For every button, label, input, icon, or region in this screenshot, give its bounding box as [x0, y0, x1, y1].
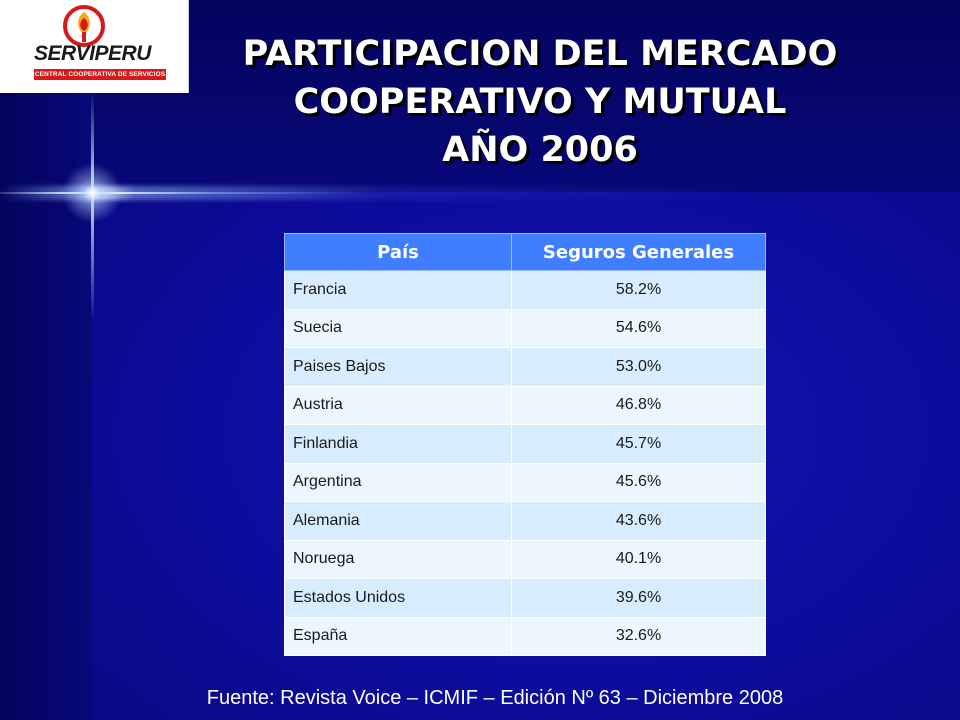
country-cell: Francia [284, 270, 512, 310]
column-header-country: País [284, 233, 512, 271]
share-cell: 54.6% [511, 308, 766, 348]
share-cell: 46.8% [511, 385, 766, 425]
table-row: Noruega 40.1% [284, 539, 766, 579]
source-citation: Fuente: Revista Voice – ICMIF – Edición … [206, 687, 784, 709]
market-share-table: País Seguros Generales Francia 58.2% Sue… [284, 233, 766, 656]
logo-emblem-icon [63, 5, 105, 47]
share-cell: 32.6% [511, 616, 766, 656]
country-cell: Finlandia [284, 424, 512, 464]
country-cell: Noruega [284, 539, 512, 579]
table-row: Argentina 45.6% [284, 462, 766, 502]
country-cell: Alemania [284, 501, 512, 541]
share-cell: 53.0% [511, 347, 766, 387]
table-row: Finlandia 45.7% [284, 424, 766, 464]
country-cell: Austria [284, 385, 512, 425]
country-cell: Estados Unidos [284, 578, 512, 618]
table-row: Alemania 43.6% [284, 501, 766, 541]
share-cell: 39.6% [511, 578, 766, 618]
share-cell: 58.2% [511, 270, 766, 310]
table-header-row: País Seguros Generales [284, 233, 766, 271]
light-flare-glow [62, 163, 122, 223]
title-line-3: AÑO 2006 [442, 130, 638, 170]
country-cell: Argentina [284, 462, 512, 502]
light-flare-line [0, 192, 360, 194]
table-row: Suecia 54.6% [284, 308, 766, 348]
table-row: Francia 58.2% [284, 270, 766, 310]
column-header-insurance: Seguros Generales [511, 233, 766, 271]
title-line-1: PARTICIPACION DEL MERCADO [242, 34, 838, 74]
share-cell: 45.7% [511, 424, 766, 464]
slide-title: PARTICIPACION DEL MERCADO COOPERATIVO Y … [190, 30, 890, 174]
logo-tagline: CENTRAL COOPERATIVA DE SERVICIOS [34, 69, 166, 80]
share-cell: 45.6% [511, 462, 766, 502]
left-band [0, 0, 92, 720]
country-cell: Suecia [284, 308, 512, 348]
share-cell: 40.1% [511, 539, 766, 579]
table-row: Austria 46.8% [284, 385, 766, 425]
country-cell: Paises Bajos [284, 347, 512, 387]
serviperu-logo: SERVIPERU CENTRAL COOPERATIVA DE SERVICI… [0, 0, 189, 93]
table-row: Estados Unidos 39.6% [284, 578, 766, 618]
table-row: Paises Bajos 53.0% [284, 347, 766, 387]
country-cell: España [284, 616, 512, 656]
light-flare-horizontal [0, 186, 960, 200]
logo-wordmark: SERVIPERU [34, 42, 151, 65]
table-row: España 32.6% [284, 616, 766, 656]
title-line-2: COOPERATIVO Y MUTUAL [293, 82, 787, 122]
share-cell: 43.6% [511, 501, 766, 541]
